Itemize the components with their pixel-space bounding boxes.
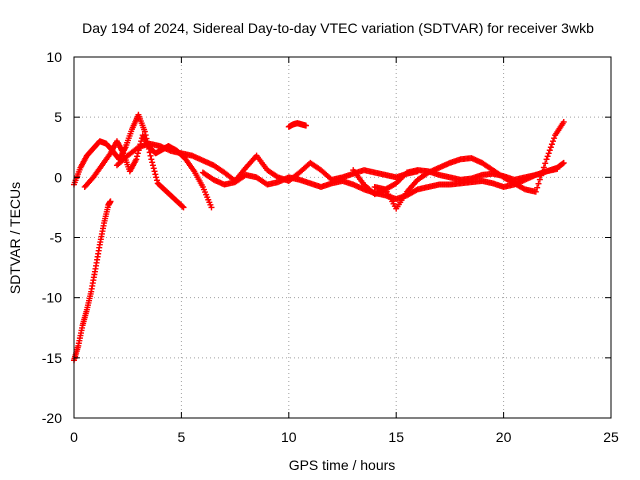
series-track-recovery: [71, 198, 114, 364]
y-tick-label: 5: [54, 109, 62, 125]
data-point-interp: [542, 160, 549, 167]
data-point: [180, 204, 187, 211]
grid-lines: [74, 57, 611, 418]
data-point: [107, 198, 114, 205]
data-point-interp: [551, 135, 558, 142]
y-tick-label: -20: [42, 410, 62, 426]
data-point-interp: [535, 180, 542, 187]
x-tick-label: 10: [281, 429, 297, 445]
y-tick-label: 0: [54, 169, 62, 185]
y-tick-label: 10: [46, 49, 62, 65]
x-tick-labels: 0 5 10 15 20 25: [70, 429, 619, 445]
data-point: [532, 188, 539, 195]
y-axis-label: SDTVAR / TECUs: [7, 182, 23, 294]
data-point-interp: [153, 174, 160, 181]
data-point-interp: [149, 162, 156, 169]
data-point-interp: [134, 153, 141, 160]
data-point-interp: [546, 147, 553, 154]
data-point: [148, 156, 155, 163]
series-track-e: [371, 118, 567, 212]
data-point-interp: [544, 153, 551, 160]
x-tick-label: 25: [603, 429, 619, 445]
data-point-interp: [179, 203, 186, 210]
data-point: [133, 156, 140, 163]
chart-title: Day 194 of 2024, Sidereal Day-to-day VTE…: [82, 20, 594, 36]
y-tick-label: -5: [50, 230, 63, 246]
data-point-interp: [545, 150, 552, 157]
data-point-interp: [153, 177, 160, 184]
series-track-f: [350, 165, 561, 198]
series-track-a: [71, 111, 187, 211]
data-point: [554, 165, 561, 172]
data-point-interp: [147, 152, 154, 159]
y-tick-label: -15: [42, 350, 62, 366]
data-point: [208, 204, 215, 211]
data-point-interp: [550, 138, 557, 145]
y-tick-labels: -20 -15 -10 -5 0 5 10: [42, 49, 62, 426]
data-point-interp: [150, 165, 157, 172]
data-point-interp: [152, 171, 159, 178]
x-axis-label: GPS time / hours: [289, 457, 396, 473]
data-point-interp: [536, 176, 543, 183]
data-point-interp: [151, 168, 158, 175]
data-point-interp: [547, 144, 554, 151]
data-point-interp: [149, 159, 156, 166]
x-tick-label: 0: [70, 429, 78, 445]
y-tick-label: -10: [42, 290, 62, 306]
axis-ticks: [73, 56, 612, 419]
data-point: [141, 128, 148, 135]
data-point-interp: [534, 184, 541, 191]
data-point: [302, 122, 309, 129]
data-point-interp: [548, 141, 555, 148]
data-marks: [71, 111, 567, 364]
data-point: [560, 118, 567, 125]
data-point: [543, 156, 550, 163]
data-point: [560, 159, 567, 166]
x-tick-label: 15: [388, 429, 404, 445]
x-tick-label: 5: [178, 429, 186, 445]
x-tick-label: 20: [496, 429, 512, 445]
series-track-g: [285, 120, 309, 130]
data-point-interp: [134, 150, 141, 157]
